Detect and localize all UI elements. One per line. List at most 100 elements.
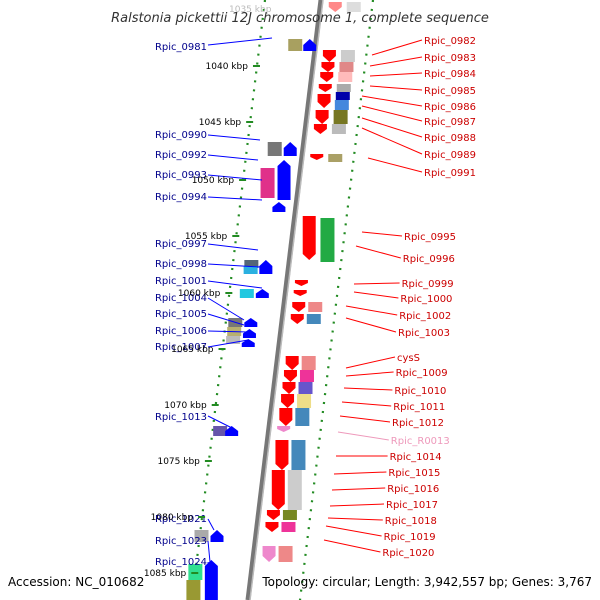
right-gene-label: Rpic_0991 (424, 168, 476, 179)
left-gene-label: Rpic_1001 (155, 276, 207, 287)
right-gene-label: Rpic_1018 (385, 516, 437, 527)
forward-gene-arrow (244, 318, 258, 327)
reverse-gene-block (298, 382, 313, 394)
right-leader-line (371, 39, 423, 56)
right-leader-line (361, 95, 423, 107)
left-gene-label: Rpic_1006 (155, 326, 207, 337)
reverse-gene-arrow (277, 426, 291, 432)
reverse-gene-arrow (290, 314, 304, 324)
reverse-gene-block (301, 356, 316, 370)
right-gene-label: Rpic_1019 (384, 532, 436, 543)
left-gene-label: Rpic_1013 (155, 412, 207, 423)
left-gene-label: Rpic_1007 (155, 342, 207, 353)
reverse-gene-block (336, 84, 351, 92)
right-leader-line (355, 245, 401, 259)
kbp-tick-label: 1085 kbp (144, 569, 187, 579)
kbp-tick-label: 1045 kbp (199, 118, 242, 128)
forward-gene-arrow (255, 289, 269, 298)
left-leader-line (207, 518, 215, 531)
reverse-gene-block (306, 314, 321, 324)
right-leader-line (369, 72, 423, 77)
reverse-gene-arrow (262, 546, 276, 562)
forward-gene-arrow (259, 260, 273, 274)
right-gene-label: Rpic_1002 (399, 311, 451, 322)
reverse-gene-arrow (294, 280, 308, 286)
left-leader-line (207, 196, 263, 201)
right-leader-line (361, 105, 423, 122)
left-leader-line (207, 174, 263, 181)
reverse-gene-arrow (318, 84, 332, 92)
kbp-tick-label: 1050 kbp (192, 176, 235, 186)
left-leader-line (207, 263, 261, 268)
right-leader-line (325, 525, 382, 537)
right-gene-label: Rpic_0983 (424, 53, 476, 64)
left-leader-line (207, 154, 259, 161)
right-leader-line (345, 317, 397, 333)
reverse-gene-arrow (293, 290, 307, 296)
kbp-tick-label: 1065 kbp (171, 345, 214, 355)
reverse-gene-arrow (322, 50, 336, 62)
right-leader-line (341, 401, 392, 407)
right-leader-line (345, 356, 396, 369)
right-leader-line (343, 387, 393, 391)
right-gene-label: Rpic_1010 (394, 386, 446, 397)
reverse-gene-block (340, 50, 355, 62)
left-leader-line (207, 297, 245, 321)
right-gene-label: Rpic_1012 (392, 418, 444, 429)
right-dotted-track (298, 0, 375, 600)
forward-gene-block (226, 336, 241, 344)
right-leader-line (323, 539, 381, 553)
forward-gene-block (186, 580, 201, 600)
right-leader-line (337, 431, 389, 441)
gene-labels: Rpic_0981 Rpic_0990 Rpic_0992 Rpic_0993 Rpic… (155, 36, 476, 568)
right-leader-line (353, 282, 400, 285)
reverse-gene-arrow (285, 356, 299, 370)
right-gene-label: Rpic_1000 (400, 294, 452, 305)
left-gene-label: Rpic_1023 (155, 536, 207, 547)
left-gene-label: Rpic_0998 (155, 259, 207, 270)
right-gene-label: Rpic_0986 (424, 102, 476, 113)
left-leader-line (207, 540, 211, 563)
right-leader-line (361, 231, 403, 237)
right-gene-label: Rpic_1015 (388, 468, 440, 479)
reverse-gene-block (335, 92, 350, 100)
reverse-gene-block (291, 440, 306, 470)
forward-gene-arrow (210, 530, 224, 542)
gene-features (186, 2, 361, 600)
left-gene-label: Rpic_1004 (155, 293, 207, 304)
left-leader-line (207, 37, 273, 46)
summary-text: Topology: circular; Length: 3,942,557 bp… (261, 575, 592, 589)
reverse-gene-block (334, 100, 349, 110)
reverse-gene-arrow (271, 470, 285, 510)
reverse-gene-block (328, 154, 343, 162)
right-leader-line (327, 517, 383, 521)
reverse-gene-arrow (310, 154, 324, 160)
forward-gene-arrow (277, 160, 291, 200)
reverse-gene-block (295, 408, 310, 426)
reverse-gene-block (282, 510, 297, 520)
forward-gene-arrow (283, 142, 297, 156)
reverse-gene-block (333, 110, 348, 124)
kbp-tick-label: 1080 kbp (151, 513, 194, 523)
forward-gene-block (260, 168, 275, 198)
feature-tracks (190, 0, 375, 600)
right-leader-line (333, 471, 387, 475)
accession-text: Accession: NC_010682 (8, 575, 144, 589)
kbp-tick-label: 1075 kbp (157, 457, 200, 467)
right-leader-line (369, 85, 423, 91)
left-leader-line (207, 243, 259, 251)
left-gene-label: Rpic_0997 (155, 239, 207, 250)
right-gene-label: Rpic_1017 (386, 500, 438, 511)
reverse-gene-block (338, 72, 353, 82)
reverse-gene-arrow (320, 72, 334, 82)
left-gene-label: Rpic_0992 (155, 150, 207, 161)
right-gene-label: Rpic_1011 (393, 402, 445, 413)
left-leader-line (207, 561, 211, 581)
right-leader-line (345, 305, 398, 316)
map-title: Ralstonia pickettii 12J chromosome 1, co… (111, 11, 489, 26)
left-leader-line (207, 330, 249, 333)
reverse-gene-arrow (313, 124, 327, 134)
left-gene-label: Rpic_1021 (155, 514, 207, 525)
forward-gene-block (244, 260, 259, 268)
